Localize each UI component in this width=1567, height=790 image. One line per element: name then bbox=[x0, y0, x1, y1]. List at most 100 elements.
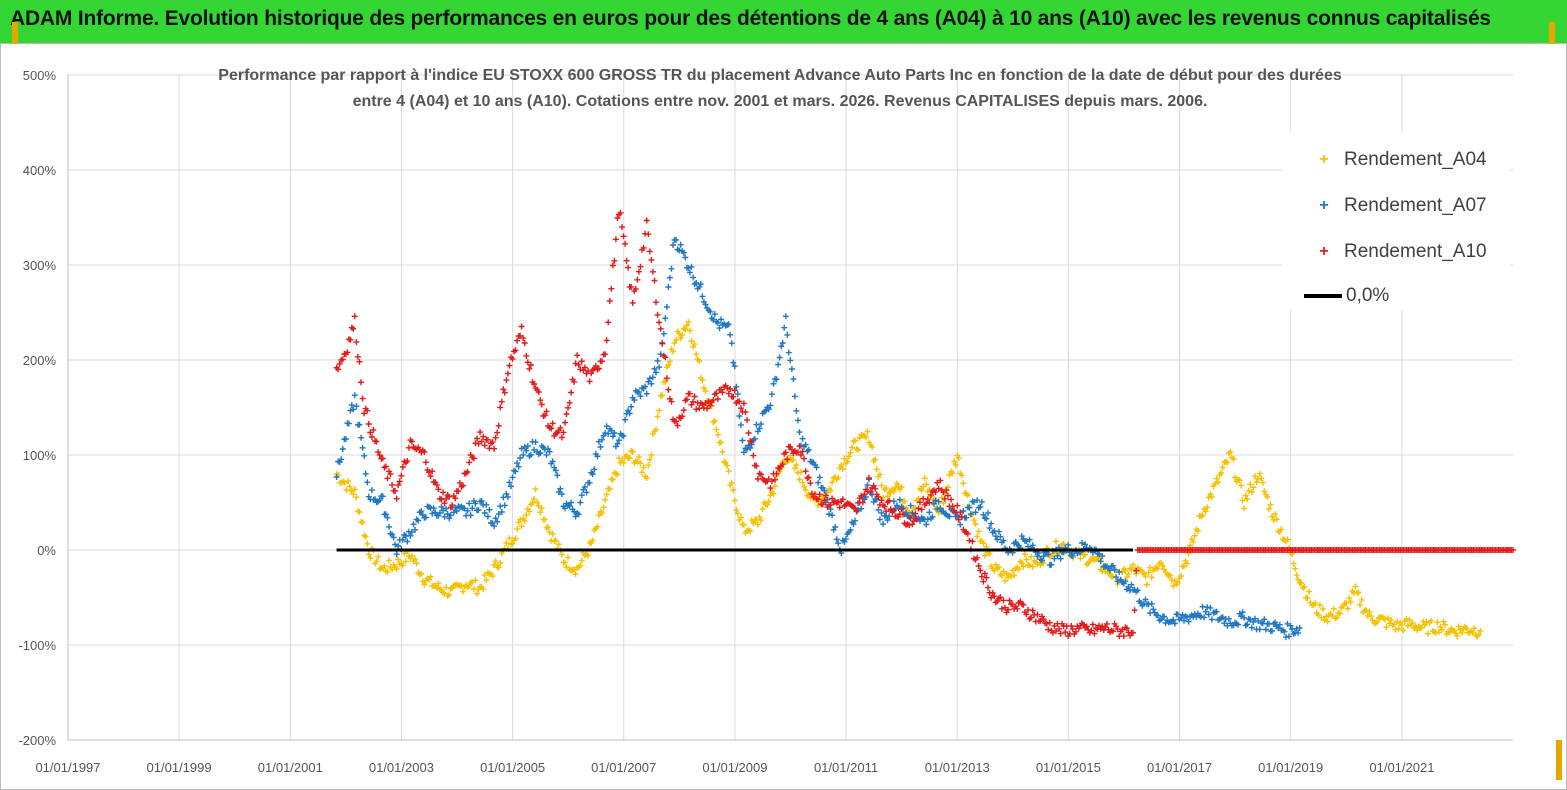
data-point-rendement-a07 bbox=[663, 303, 670, 310]
data-point-rendement-a04 bbox=[686, 327, 693, 334]
data-point-rendement-a04 bbox=[1191, 532, 1198, 539]
data-point-rendement-a04 bbox=[1269, 513, 1276, 520]
data-point-rendement-a10 bbox=[750, 452, 757, 459]
data-point-rendement-a04 bbox=[734, 510, 741, 517]
data-point-rendement-a04 bbox=[796, 476, 803, 483]
data-point-rendement-a04 bbox=[1238, 482, 1245, 489]
data-point-rendement-a10 bbox=[1110, 628, 1116, 635]
data-point-rendement-a07 bbox=[662, 315, 669, 322]
data-point-rendement-a04 bbox=[995, 564, 1002, 571]
data-point-rendement-a04 bbox=[1442, 621, 1448, 628]
data-point-rendement-a04 bbox=[492, 558, 499, 565]
data-point-rendement-a07 bbox=[509, 474, 516, 481]
data-point-rendement-a07 bbox=[392, 541, 399, 548]
data-point-rendement-a10 bbox=[819, 501, 826, 508]
data-point-rendement-a07 bbox=[907, 502, 914, 509]
data-point-rendement-a10 bbox=[915, 505, 922, 512]
data-point-rendement-a04 bbox=[1154, 565, 1161, 572]
data-point-rendement-a07 bbox=[1051, 555, 1058, 562]
data-point-rendement-a04 bbox=[815, 502, 822, 509]
data-point-rendement-a07 bbox=[739, 437, 746, 444]
data-point-rendement-a10 bbox=[1130, 629, 1136, 636]
data-point-rendement-a10 bbox=[449, 502, 456, 509]
data-point-rendement-a07 bbox=[756, 425, 763, 432]
data-point-rendement-a04 bbox=[849, 444, 855, 451]
data-point-rendement-a04 bbox=[577, 562, 584, 569]
data-point-rendement-a10 bbox=[886, 497, 893, 504]
data-point-rendement-a07 bbox=[835, 540, 842, 547]
data-point-rendement-a10 bbox=[937, 477, 944, 484]
data-point-rendement-a07 bbox=[393, 551, 400, 558]
data-point-rendement-a07 bbox=[469, 505, 476, 512]
data-point-rendement-a07 bbox=[342, 436, 349, 442]
data-point-rendement-a07 bbox=[733, 383, 740, 390]
data-point-rendement-a07 bbox=[429, 510, 436, 517]
data-point-rendement-a04 bbox=[1102, 568, 1109, 575]
data-point-rendement-a10 bbox=[981, 570, 988, 577]
data-point-rendement-a10 bbox=[520, 335, 527, 342]
data-point-rendement-a04 bbox=[691, 341, 698, 348]
data-point-rendement-a10 bbox=[492, 434, 499, 441]
data-point-rendement-a07 bbox=[1244, 621, 1251, 628]
data-point-rendement-a04 bbox=[506, 535, 513, 542]
data-point-rendement-a10 bbox=[665, 386, 672, 393]
data-point-rendement-a04 bbox=[975, 528, 982, 535]
data-point-rendement-a07 bbox=[670, 242, 676, 248]
data-point-rendement-a07 bbox=[816, 474, 823, 481]
data-point-rendement-a07 bbox=[555, 489, 562, 496]
data-point-rendement-a04 bbox=[639, 469, 645, 476]
data-point-rendement-a10 bbox=[957, 509, 964, 516]
data-point-rendement-a04 bbox=[665, 362, 672, 368]
data-point-rendement-a04 bbox=[629, 449, 636, 455]
data-point-rendement-a10 bbox=[1099, 623, 1106, 630]
data-point-rendement-a10 bbox=[359, 395, 366, 402]
data-point-rendement-a04 bbox=[654, 413, 661, 420]
data-point-rendement-a10 bbox=[543, 408, 550, 415]
data-point-rendement-a04 bbox=[731, 497, 738, 504]
data-point-rendement-a04 bbox=[600, 504, 607, 511]
data-point-rendement-a10 bbox=[605, 319, 612, 326]
data-point-rendement-a04 bbox=[427, 573, 434, 580]
data-point-rendement-a04 bbox=[602, 496, 609, 503]
data-point-rendement-a10 bbox=[985, 584, 991, 591]
data-point-rendement-a07 bbox=[642, 383, 649, 390]
data-point-rendement-a07 bbox=[532, 439, 539, 446]
data-point-rendement-a04 bbox=[685, 318, 692, 325]
data-point-rendement-a10 bbox=[577, 366, 584, 373]
data-point-rendement-a07 bbox=[779, 340, 786, 346]
data-point-rendement-a10 bbox=[526, 365, 533, 372]
data-point-rendement-a07 bbox=[880, 521, 886, 527]
data-point-rendement-a07 bbox=[697, 281, 704, 288]
data-point-rendement-a07 bbox=[1281, 628, 1288, 635]
data-point-rendement-a07 bbox=[524, 443, 531, 450]
data-point-rendement-a10 bbox=[1029, 607, 1036, 614]
data-point-rendement-a10 bbox=[909, 521, 916, 528]
data-point-rendement-a04 bbox=[443, 584, 450, 591]
data-point-rendement-a04 bbox=[1144, 581, 1150, 588]
data-point-rendement-a07 bbox=[1128, 581, 1135, 588]
data-point-rendement-a07 bbox=[345, 420, 352, 427]
data-point-rendement-a04 bbox=[643, 475, 650, 481]
data-point-rendement-a10 bbox=[347, 336, 354, 343]
data-point-rendement-a10 bbox=[512, 347, 519, 354]
data-point-rendement-a10 bbox=[872, 485, 879, 492]
x-tick-label: 01/01/2009 bbox=[702, 760, 767, 775]
data-point-rendement-a07 bbox=[447, 512, 454, 519]
data-point-rendement-a04 bbox=[594, 523, 601, 530]
data-point-rendement-a07 bbox=[1235, 621, 1241, 628]
data-point-rendement-a04 bbox=[589, 537, 596, 544]
data-point-rendement-a07 bbox=[847, 527, 854, 533]
data-point-rendement-a04 bbox=[1190, 538, 1197, 545]
data-point-rendement-a10 bbox=[699, 401, 706, 408]
data-point-rendement-a10 bbox=[890, 507, 897, 514]
y-tick-label: 100% bbox=[23, 448, 57, 463]
data-point-rendement-a04 bbox=[348, 487, 355, 494]
data-point-rendement-a04 bbox=[521, 518, 528, 525]
data-point-rendement-a07 bbox=[1142, 596, 1149, 603]
data-point-rendement-a04 bbox=[558, 551, 565, 558]
data-point-rendement-a10 bbox=[441, 500, 448, 507]
legend-item-a10: + Rendement_A10 bbox=[1304, 238, 1486, 266]
data-point-rendement-a07 bbox=[504, 493, 511, 500]
data-point-rendement-a10 bbox=[1069, 626, 1076, 632]
data-point-rendement-a10 bbox=[710, 397, 717, 404]
